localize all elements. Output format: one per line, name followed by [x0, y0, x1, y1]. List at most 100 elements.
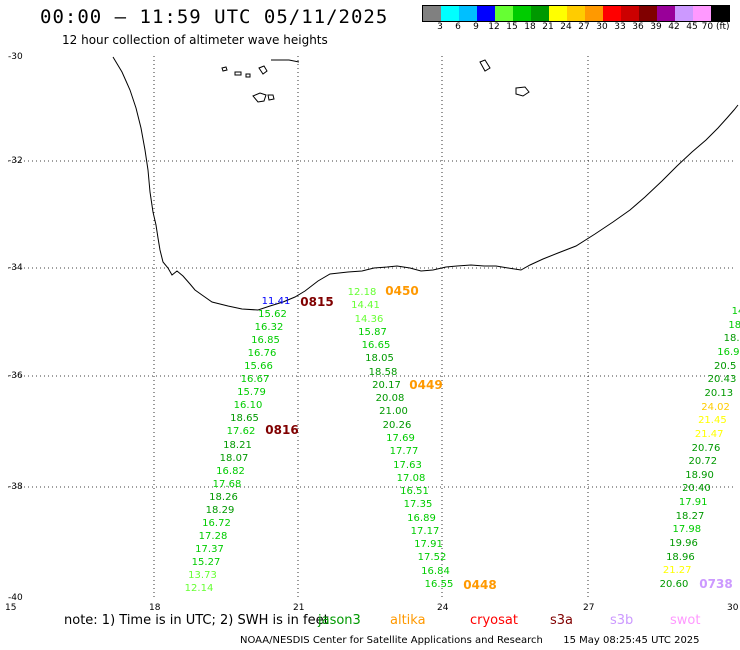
lon-label: 21	[293, 603, 305, 613]
wave-height-value-track-c: 20.13	[704, 387, 734, 399]
wave-height-value-track-b: 14.41	[351, 300, 380, 312]
island	[234, 71, 242, 76]
color-scale-label: 9	[473, 22, 479, 32]
satellite-legend-cryosat: cryosat	[470, 613, 518, 628]
wave-height-value-track-c: 18.90	[685, 469, 714, 481]
color-scale-label: 42	[668, 22, 680, 32]
wave-height-value-track-a: 15.79	[237, 387, 266, 399]
island	[515, 86, 530, 97]
color-scale-label: 27	[578, 22, 590, 32]
satellite-legend-altika: altika	[390, 613, 426, 628]
wave-height-value-track-a: 16.67	[240, 374, 270, 386]
wave-height-value-track-c: 20.40	[682, 483, 711, 495]
wave-height-value-track-b: 16.51	[400, 486, 429, 498]
islands	[221, 59, 530, 103]
wave-height-value-track-a: 16.76	[247, 348, 277, 360]
color-swatch	[513, 6, 531, 21]
wave-height-value-track-a: 15.66	[244, 361, 273, 373]
wave-height-value-track-c: 20.60	[659, 579, 689, 590]
lon-label: 18	[149, 603, 161, 613]
wave-height-value-track-b: 21.00	[379, 406, 408, 418]
lon-label: 15	[5, 603, 17, 613]
wave-height-value-track-b: 17.35	[403, 499, 433, 511]
lat-label: -34	[8, 263, 23, 273]
island	[271, 59, 300, 63]
wave-height-value-track-b: 17.77	[389, 446, 419, 458]
wave-height-value-track-a: 18.29	[205, 504, 235, 516]
color-swatch	[621, 6, 639, 21]
color-swatch	[441, 6, 459, 21]
wave-height-value-track-a: 13.73	[188, 569, 217, 581]
color-swatch	[549, 6, 567, 21]
island	[245, 73, 251, 78]
wave-height-value-track-b: 14.36	[354, 313, 384, 325]
color-scale-label: 15	[506, 22, 518, 32]
wave-height-value-track-c: 20.43	[707, 374, 737, 386]
wave-height-value-track-b: 20.17	[372, 379, 401, 391]
color-scale-label: 70 (ft)	[701, 22, 730, 32]
satellite-legend-s3b: s3b	[610, 613, 634, 628]
wave-height-value-track-a: 17.62	[226, 426, 256, 438]
wave-height-value-track-b: 12.18	[347, 287, 377, 298]
wave-height-value-track-a: 16.10	[233, 400, 263, 412]
wave-height-value-track-c: 21.27	[662, 565, 692, 577]
footer-timestamp: 15 May 08:25:45 UTC 2025	[563, 635, 700, 646]
wave-height-value-track-c: 20.72	[688, 456, 718, 468]
island	[252, 92, 267, 103]
wave-height-value-track-c: 18.	[723, 333, 740, 345]
color-scale-label: 6	[455, 22, 461, 32]
color-scale-label: 33	[614, 22, 626, 32]
wave-height-value-track-b: 17.63	[393, 459, 422, 471]
color-swatch	[603, 6, 621, 21]
satellite-legend-swot: swot	[670, 613, 701, 628]
satellite-legend-s3a: s3a	[550, 613, 574, 628]
island	[479, 59, 491, 72]
wave-height-value-track-c: 21.45	[698, 415, 727, 427]
wave-height-value-track-c: 20.5	[714, 360, 737, 372]
lat-label: -30	[8, 52, 23, 62]
color-swatch	[477, 6, 495, 21]
map-title: 00:00 – 11:59 UTC 05/11/2025	[40, 6, 389, 28]
footer-agency: NOAA/NESDIS Center for Satellite Applica…	[240, 635, 543, 646]
lat-label: -36	[8, 371, 23, 381]
satellite-legend-jason3: jason3	[318, 613, 361, 628]
color-scale-label: 36	[632, 22, 644, 32]
wave-height-value-track-b: 20.08	[375, 393, 405, 405]
wave-height-value-track-c: 17.91	[678, 497, 708, 509]
color-scale-bar	[422, 5, 730, 22]
lat-label: -38	[8, 482, 23, 492]
pass-time-label: 0448	[463, 578, 497, 592]
wave-height-value-track-c: 18.96	[666, 551, 695, 563]
wave-height-value-track-b: 16.89	[407, 512, 436, 524]
lat-label: -32	[8, 156, 23, 166]
wave-height-value-track-b: 17.17	[410, 525, 440, 537]
coastline	[112, 56, 739, 311]
island	[258, 65, 268, 75]
wave-height-value-track-a: 15.27	[191, 556, 221, 568]
wave-height-value-track-b: 18.05	[365, 353, 394, 365]
lon-label: 24	[437, 603, 449, 613]
pass-time-label: 0450	[385, 284, 419, 298]
color-scale-label: 3	[437, 22, 443, 32]
wave-height-value-track-a: 17.28	[198, 530, 228, 542]
color-swatch	[531, 6, 549, 21]
color-swatch	[711, 6, 729, 21]
island	[221, 66, 228, 72]
color-scale-label: 30	[596, 22, 608, 32]
wave-height-value-track-b: 18.58	[368, 366, 398, 378]
wave-height-value-track-a: 18.07	[219, 452, 249, 464]
wave-height-value-track-a: 18.65	[230, 413, 259, 425]
wave-height-value-track-b: 16.65	[361, 340, 391, 352]
color-scale-label: 12	[488, 22, 500, 32]
wave-height-value-track-b: 17.91	[414, 539, 443, 551]
wave-height-value-track-a: 16.82	[216, 465, 245, 477]
footer-credit: NOAA/NESDIS Center for Satellite Applica…	[240, 635, 700, 646]
color-scale-label: 39	[650, 22, 662, 32]
lon-label: 30	[727, 603, 739, 613]
lon-label: 27	[583, 603, 595, 613]
color-swatch	[675, 6, 693, 21]
wave-height-value-track-a: 11.41	[261, 296, 291, 307]
color-swatch	[585, 6, 603, 21]
wave-height-value-track-c: 18	[728, 319, 740, 331]
